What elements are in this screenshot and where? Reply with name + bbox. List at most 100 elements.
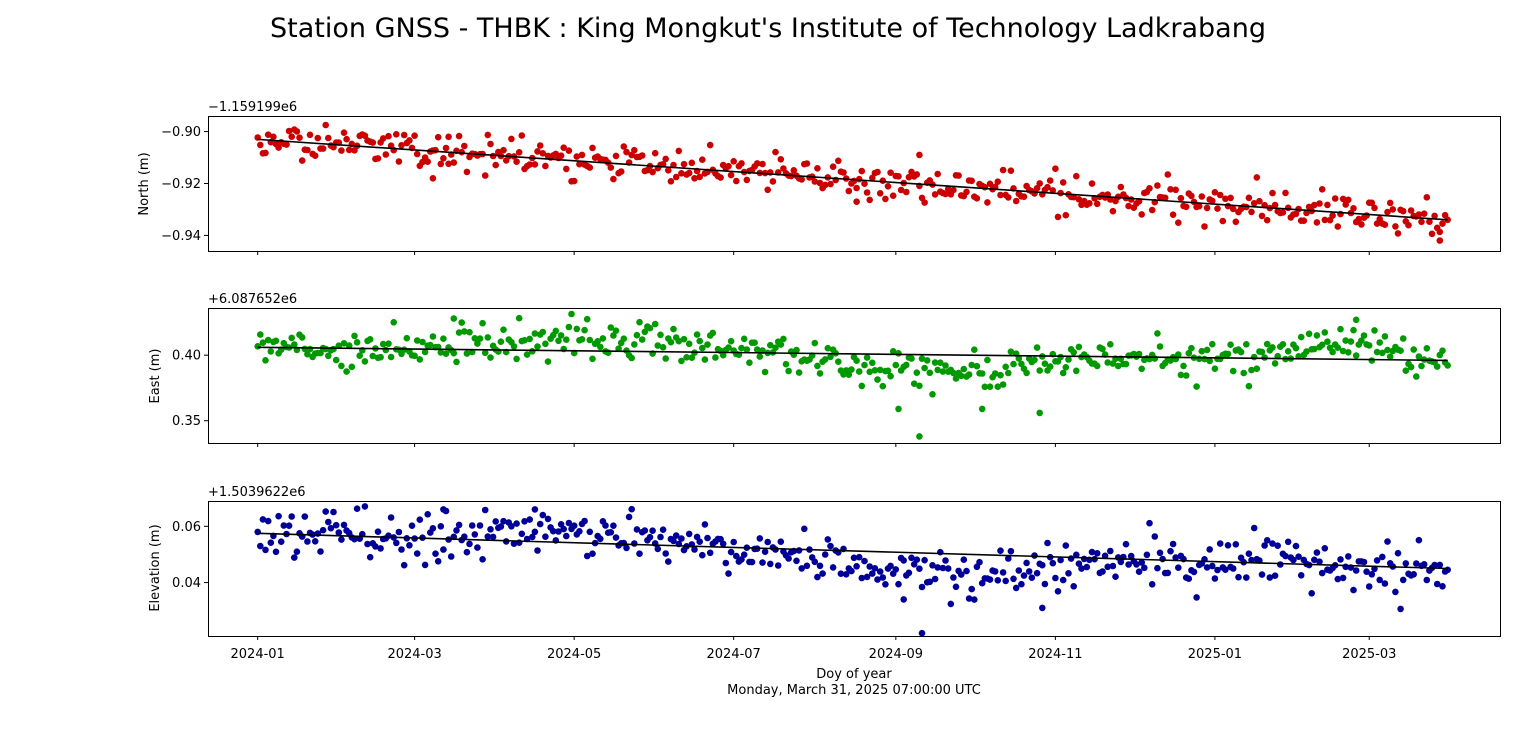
- north-point: [1198, 193, 1206, 200]
- elevation-point: [1318, 569, 1326, 577]
- east-point: [965, 371, 973, 378]
- north-point: [706, 141, 714, 149]
- elevation-point: [882, 581, 889, 588]
- north-point: [667, 178, 675, 185]
- east-point: [908, 355, 915, 362]
- north-point: [306, 131, 314, 139]
- east-point: [816, 370, 824, 377]
- east-point: [390, 319, 398, 326]
- east-point: [696, 337, 703, 345]
- north-point: [1256, 197, 1263, 205]
- north-point: [534, 148, 541, 155]
- east-point: [1368, 357, 1376, 364]
- elevation-point: [1020, 572, 1028, 579]
- elevation-point: [1397, 605, 1404, 613]
- east-point: [594, 338, 601, 345]
- elevation-point: [727, 548, 735, 556]
- north-point: [1214, 205, 1221, 212]
- north-point: [437, 160, 445, 168]
- north-point: [515, 149, 523, 156]
- north-point: [623, 148, 630, 156]
- east-point: [497, 338, 505, 346]
- elevation-point: [468, 522, 476, 529]
- east-point: [356, 352, 364, 360]
- east-point: [853, 357, 860, 365]
- north-point: [1172, 186, 1179, 194]
- east-point: [1010, 360, 1017, 368]
- east-point: [1253, 365, 1261, 373]
- east-point: [1059, 369, 1067, 377]
- east-point: [884, 367, 892, 375]
- elevation-point: [1151, 533, 1159, 540]
- elevation-point: [1059, 576, 1067, 584]
- east-point: [772, 344, 779, 352]
- elevation-point: [434, 558, 442, 565]
- north-point: [1093, 200, 1101, 208]
- east-point: [563, 336, 570, 344]
- elevation-point: [327, 524, 335, 532]
- elevation-point: [1033, 569, 1041, 577]
- north-point: [314, 134, 322, 142]
- east-point: [1303, 348, 1310, 355]
- elevation-point: [699, 551, 706, 559]
- east-point: [1015, 355, 1023, 362]
- elevation-point: [1381, 580, 1389, 587]
- elevation-point: [479, 556, 486, 563]
- north-point: [1415, 211, 1423, 218]
- north-point: [1086, 200, 1093, 207]
- east-point: [978, 370, 986, 377]
- east-point: [1099, 345, 1106, 353]
- north-point: [434, 133, 442, 141]
- north-point: [1258, 212, 1266, 220]
- east-point: [699, 344, 706, 352]
- elevation-point: [335, 529, 343, 536]
- north-point: [463, 168, 471, 176]
- east-point: [892, 361, 900, 369]
- east-point: [1033, 344, 1041, 351]
- east-point: [353, 339, 361, 346]
- elevation-point: [539, 511, 547, 519]
- east-point: [257, 331, 264, 338]
- elevation-ylabel: Elevation (m): [148, 524, 163, 611]
- north-point: [1167, 186, 1174, 193]
- elevation-point: [272, 548, 280, 556]
- north-point: [816, 179, 824, 187]
- north-point: [560, 144, 567, 151]
- east-point: [1271, 360, 1279, 367]
- elevation-point: [589, 550, 596, 557]
- elevation-point: [1365, 583, 1373, 590]
- east-point: [1418, 362, 1425, 370]
- elevation-point: [1159, 555, 1166, 563]
- north-point: [257, 141, 264, 149]
- elevation-point: [508, 523, 515, 530]
- elevation-point: [1297, 572, 1305, 579]
- east-point: [680, 335, 688, 343]
- north-point: [934, 170, 941, 178]
- north-point: [1271, 201, 1279, 209]
- elevation-point: [1311, 556, 1318, 564]
- east-point: [387, 353, 395, 361]
- east-point: [814, 362, 821, 370]
- elevation-point: [1185, 575, 1193, 582]
- north-point: [730, 158, 737, 165]
- east-point: [529, 348, 536, 355]
- elevation-point: [774, 562, 782, 569]
- east-point: [1057, 353, 1064, 361]
- north-point: [628, 151, 635, 159]
- elevation-point: [406, 542, 413, 549]
- elevation-point: [991, 568, 999, 575]
- east-point: [1031, 356, 1038, 364]
- elevation-point: [1373, 557, 1381, 564]
- elevation-point: [1235, 573, 1242, 581]
- east-point: [1193, 383, 1200, 390]
- east-point: [1229, 367, 1237, 375]
- elevation-point: [1384, 538, 1391, 545]
- elevation-point: [1125, 561, 1132, 568]
- north-point: [1311, 201, 1318, 209]
- elevation-point: [829, 564, 837, 571]
- elevation-point: [461, 533, 468, 540]
- east-point: [939, 368, 947, 375]
- elevation-point: [366, 553, 374, 561]
- x-axis-label: Doy of year: [816, 667, 892, 682]
